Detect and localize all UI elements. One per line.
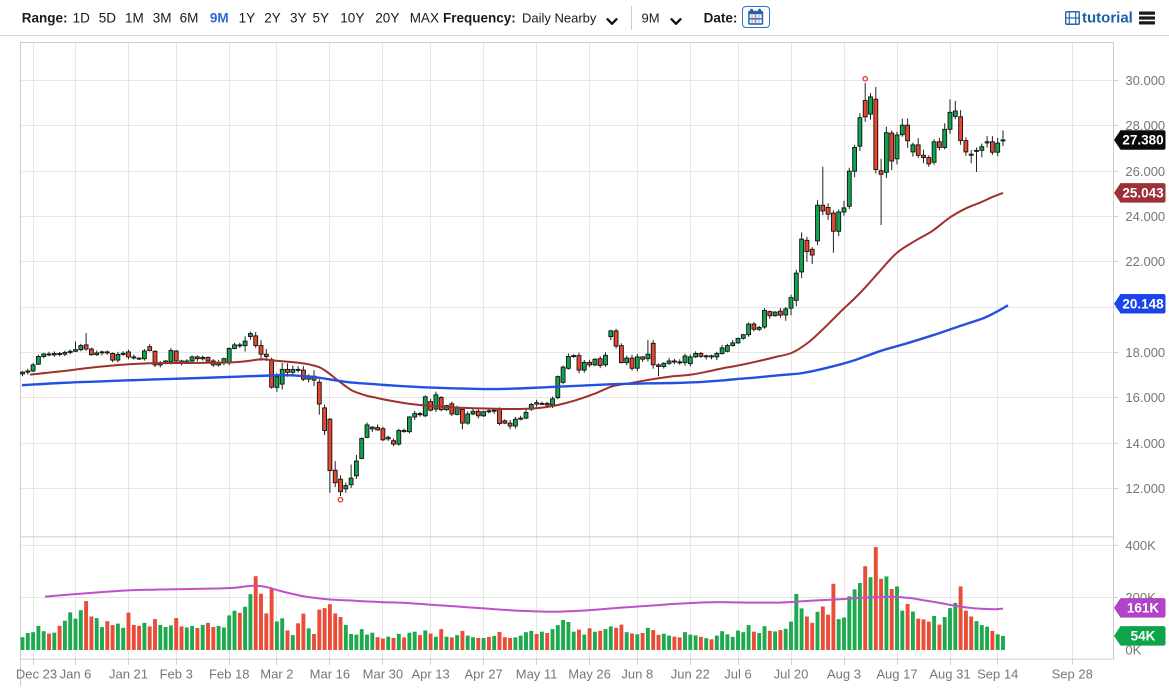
svg-text:Aug 3: Aug 3 [827, 667, 861, 682]
svg-text:Jul 20: Jul 20 [774, 667, 809, 682]
svg-text:400K: 400K [1125, 538, 1156, 553]
svg-text:May 11: May 11 [516, 667, 558, 682]
svg-text:14.000: 14.000 [1125, 436, 1165, 451]
svg-text:Feb 3: Feb 3 [160, 667, 193, 682]
svg-text:Dec 23: Dec 23 [16, 667, 57, 682]
svg-text:22.000: 22.000 [1125, 254, 1165, 269]
svg-text:161K: 161K [1127, 601, 1160, 616]
svg-text:May 26: May 26 [568, 667, 611, 682]
svg-text:Mar 16: Mar 16 [310, 667, 350, 682]
svg-text:Mar 2: Mar 2 [260, 667, 293, 682]
svg-text:0K: 0K [1125, 643, 1141, 658]
svg-text:24.000: 24.000 [1125, 209, 1165, 224]
svg-text:54K: 54K [1131, 629, 1156, 644]
svg-text:20.148: 20.148 [1122, 297, 1164, 312]
svg-text:Jun 8: Jun 8 [621, 667, 653, 682]
svg-text:Mar 30: Mar 30 [363, 667, 403, 682]
svg-text:Jan 21: Jan 21 [109, 667, 148, 682]
svg-text:18.000: 18.000 [1125, 345, 1165, 360]
svg-text:Aug 31: Aug 31 [929, 667, 970, 682]
svg-text:Jul 6: Jul 6 [724, 667, 751, 682]
svg-text:28.000: 28.000 [1125, 118, 1165, 133]
svg-text:26.000: 26.000 [1125, 164, 1165, 179]
svg-text:Sep 14: Sep 14 [977, 667, 1018, 682]
svg-text:16.000: 16.000 [1125, 390, 1165, 405]
svg-text:12.000: 12.000 [1125, 481, 1165, 496]
svg-text:30.000: 30.000 [1125, 73, 1165, 88]
svg-text:27.380: 27.380 [1122, 133, 1163, 148]
svg-text:Aug 17: Aug 17 [876, 667, 917, 682]
svg-text:Apr 27: Apr 27 [464, 667, 502, 682]
svg-text:Apr 13: Apr 13 [411, 667, 449, 682]
svg-text:Jan 6: Jan 6 [60, 667, 92, 682]
svg-text:Feb 18: Feb 18 [209, 667, 249, 682]
svg-text:25.043: 25.043 [1122, 186, 1164, 201]
svg-text:Sep 28: Sep 28 [1052, 667, 1093, 682]
svg-text:Jun 22: Jun 22 [671, 667, 710, 682]
